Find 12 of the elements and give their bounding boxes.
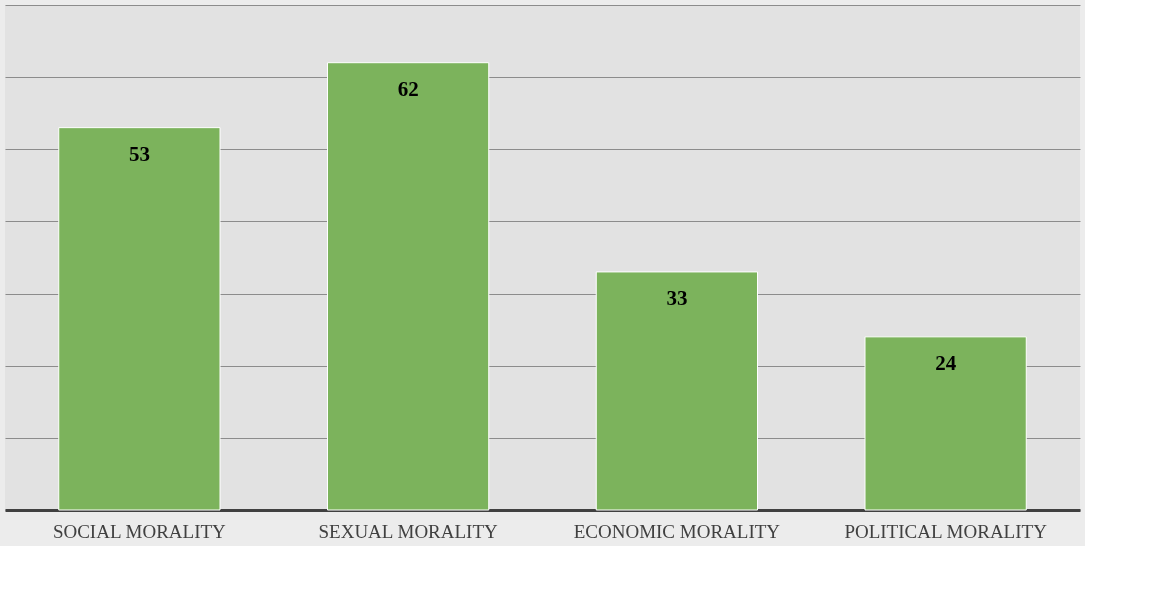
data-label: 24 (935, 350, 957, 375)
data-label: 33 (666, 285, 688, 310)
bar (327, 62, 490, 511)
bar (58, 127, 221, 511)
x-tick-label: SOCIAL MORALITY (52, 520, 227, 542)
bar (595, 271, 758, 511)
data-label: 62 (397, 76, 419, 101)
x-tick-label: SEXUAL MORALITY (318, 520, 499, 542)
x-tick-label: ECONOMIC MORALITY (573, 520, 781, 542)
x-tick-label: POLITICAL MORALITY (844, 520, 1048, 542)
data-label: 53 (128, 141, 150, 166)
bar (864, 336, 1027, 511)
